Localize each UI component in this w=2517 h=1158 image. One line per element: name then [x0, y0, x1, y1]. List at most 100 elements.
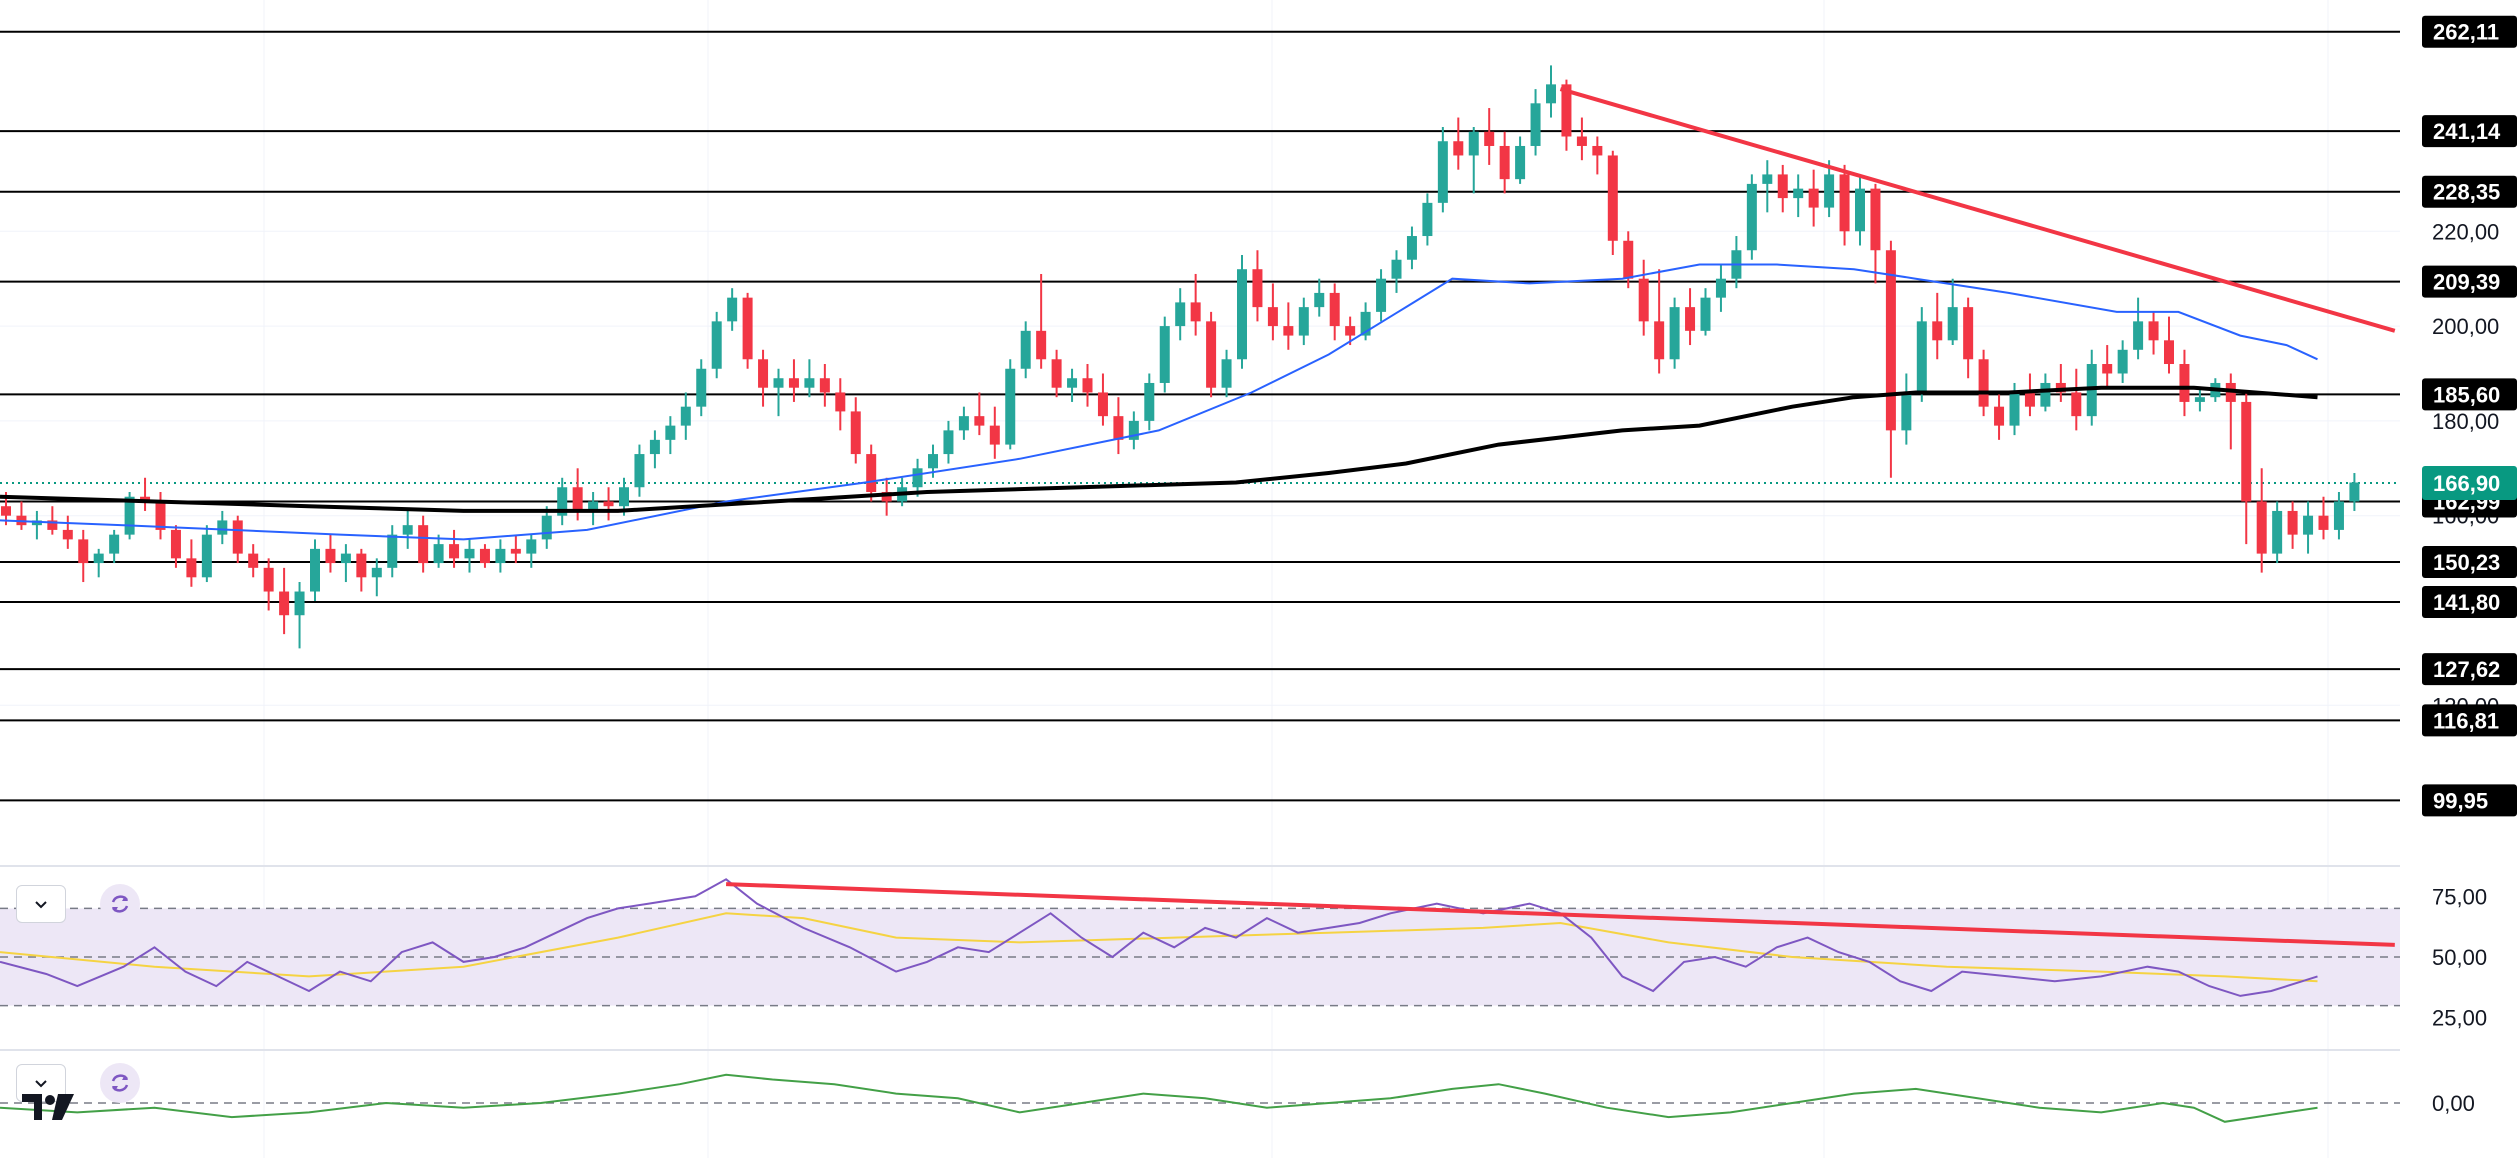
rsi-collapse-button[interactable]	[16, 885, 66, 923]
candle	[1855, 174, 1865, 246]
candle-body	[773, 378, 784, 388]
candle	[62, 515, 73, 549]
candle-body	[1036, 330, 1047, 360]
candle-body	[1638, 278, 1649, 322]
candle	[680, 392, 691, 440]
candle-body	[619, 487, 629, 507]
candle	[1128, 411, 1139, 450]
level-badge-label: 185,60	[2433, 382, 2500, 407]
candle-body	[1360, 311, 1371, 336]
tradingview-logo-icon[interactable]	[20, 1086, 80, 1126]
candle-body	[2303, 515, 2314, 535]
candle-body	[680, 406, 691, 426]
candle	[1406, 226, 1417, 270]
candle-body	[804, 378, 815, 388]
candle	[1576, 117, 1587, 161]
level-badge-label: 241,14	[2433, 119, 2501, 144]
candle-body	[1978, 359, 1989, 407]
candle-body	[279, 591, 290, 616]
candle-body	[1252, 269, 1263, 308]
candle-body	[433, 544, 444, 564]
candle-body	[47, 520, 58, 530]
level-badge-box	[2422, 265, 2517, 298]
candle-body	[588, 501, 599, 511]
candle-body	[1206, 321, 1217, 388]
candle	[1947, 278, 1958, 346]
candle-body	[1669, 307, 1680, 360]
candle-body	[418, 525, 429, 564]
candle	[2148, 311, 2159, 355]
candle-body	[1329, 292, 1340, 327]
level-badge-label: 209,39	[2433, 270, 2500, 295]
candle	[433, 534, 444, 568]
candle	[2333, 491, 2344, 540]
candle-body	[2349, 482, 2360, 502]
candle	[1376, 269, 1387, 322]
candle	[1592, 136, 1603, 175]
ma-short-line	[0, 263, 2318, 541]
level-badge-box	[2422, 115, 2517, 148]
candle-body	[140, 496, 151, 502]
candle-body	[1561, 84, 1572, 137]
candle	[1885, 240, 1896, 478]
candle-body	[2024, 392, 2035, 407]
candle	[2303, 501, 2314, 554]
current-price-label: 166,90	[2433, 471, 2500, 496]
candle-body	[649, 439, 660, 455]
momentum-refresh-button[interactable]	[100, 1063, 140, 1103]
candle-body	[1685, 307, 1696, 331]
candle-body	[1128, 420, 1139, 440]
rsi-line	[0, 878, 2318, 997]
candle-body	[2148, 321, 2159, 341]
level-badge-box	[2422, 378, 2517, 411]
level-badge: 209,39	[2422, 265, 2517, 298]
candle	[1005, 359, 1016, 450]
price-tick-label: 180,00	[2432, 409, 2499, 434]
candle-body	[186, 558, 197, 578]
candle	[1159, 316, 1170, 393]
level-badge: 99,95	[2422, 784, 2517, 817]
candle	[1190, 273, 1201, 336]
candle	[1175, 288, 1186, 341]
rsi-ma-line	[0, 912, 2318, 983]
candle	[155, 491, 166, 540]
rsi-refresh-button[interactable]	[100, 884, 140, 924]
candle-body	[248, 553, 259, 568]
current-price-badge: 166,90	[2422, 465, 2517, 500]
candle	[2256, 468, 2267, 573]
candle	[1051, 349, 1062, 398]
candle-body	[495, 548, 506, 564]
candle	[850, 397, 861, 464]
candle	[356, 548, 367, 592]
candle	[170, 525, 181, 568]
level-badge-label: 228,35	[2433, 180, 2500, 205]
candle	[371, 558, 382, 597]
candle-body	[526, 539, 537, 554]
candle	[742, 292, 753, 369]
candle-body	[943, 430, 954, 455]
candle-body	[2164, 340, 2174, 365]
candle	[464, 539, 475, 573]
candle	[727, 288, 738, 331]
candle-body	[1994, 406, 2005, 426]
candle-body	[1607, 155, 1618, 241]
candle	[1113, 397, 1124, 455]
level-badge: 228,35	[2422, 175, 2517, 208]
candle-body	[170, 529, 181, 559]
candle-body	[325, 548, 336, 564]
candle-body	[2333, 501, 2344, 530]
price-axis: 220,00200,00180,00160,00120,00262,11241,…	[2422, 15, 2517, 1116]
candle-body	[1406, 236, 1417, 260]
candle	[1916, 307, 1927, 402]
candle-body	[2071, 392, 2082, 417]
level-badge-label: 127,62	[2433, 657, 2500, 682]
candle	[2194, 387, 2205, 412]
candle-body	[1916, 321, 1927, 393]
candle-body	[62, 529, 73, 540]
candle-body	[1623, 240, 1634, 279]
candle-body	[1237, 269, 1247, 360]
candle	[2164, 316, 2174, 374]
candlestick-series	[1, 65, 2360, 649]
candle	[1020, 321, 1031, 379]
